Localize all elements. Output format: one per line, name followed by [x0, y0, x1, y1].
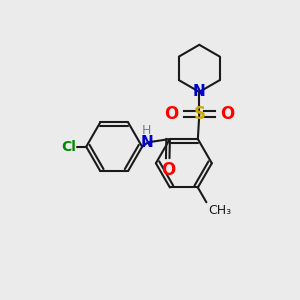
Text: N: N	[140, 135, 153, 150]
Text: Cl: Cl	[61, 140, 76, 154]
Text: CH₃: CH₃	[208, 204, 231, 217]
Text: O: O	[161, 161, 175, 179]
Text: N: N	[193, 84, 206, 99]
Text: S: S	[193, 105, 205, 123]
Text: O: O	[164, 105, 179, 123]
Text: O: O	[220, 105, 234, 123]
Text: H: H	[142, 124, 151, 137]
